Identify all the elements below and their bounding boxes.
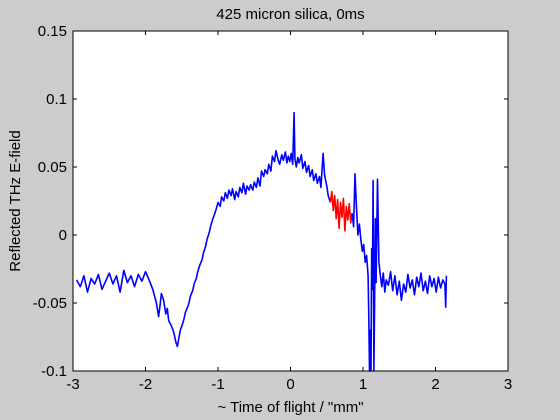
x-tick-label: 2 [431, 376, 439, 393]
y-axis-title: Reflected THz E-field [7, 130, 24, 271]
y-tick-label: -0.05 [33, 295, 67, 312]
y-tick-label: 0.1 [46, 91, 67, 108]
series-line-1 [75, 111, 332, 348]
series-line-2 [329, 190, 353, 232]
series-line-3 [351, 173, 448, 372]
chart-title: 425 micron silica, 0ms [216, 6, 364, 23]
x-tick-label: -1 [211, 376, 224, 393]
x-tick-label: 3 [504, 376, 512, 393]
x-axis-title: ~ Time of flight / "mm" [217, 399, 363, 416]
x-tick-label: -2 [139, 376, 152, 393]
x-tick-label: 1 [359, 376, 367, 393]
plot-area [73, 31, 508, 371]
ticks-layer: -3 -2 -1 0 1 2 3 -0.1 -0.05 0 0.05 0.1 0.15 [33, 23, 512, 393]
series-layer [75, 111, 448, 372]
x-tick-label: -3 [66, 376, 79, 393]
x-tick-label: 0 [286, 376, 294, 393]
y-tick-label: 0.05 [38, 159, 67, 176]
y-tick-label: -0.1 [41, 363, 67, 380]
y-tick-label: 0 [59, 227, 67, 244]
y-tick-label: 0.15 [38, 23, 67, 40]
